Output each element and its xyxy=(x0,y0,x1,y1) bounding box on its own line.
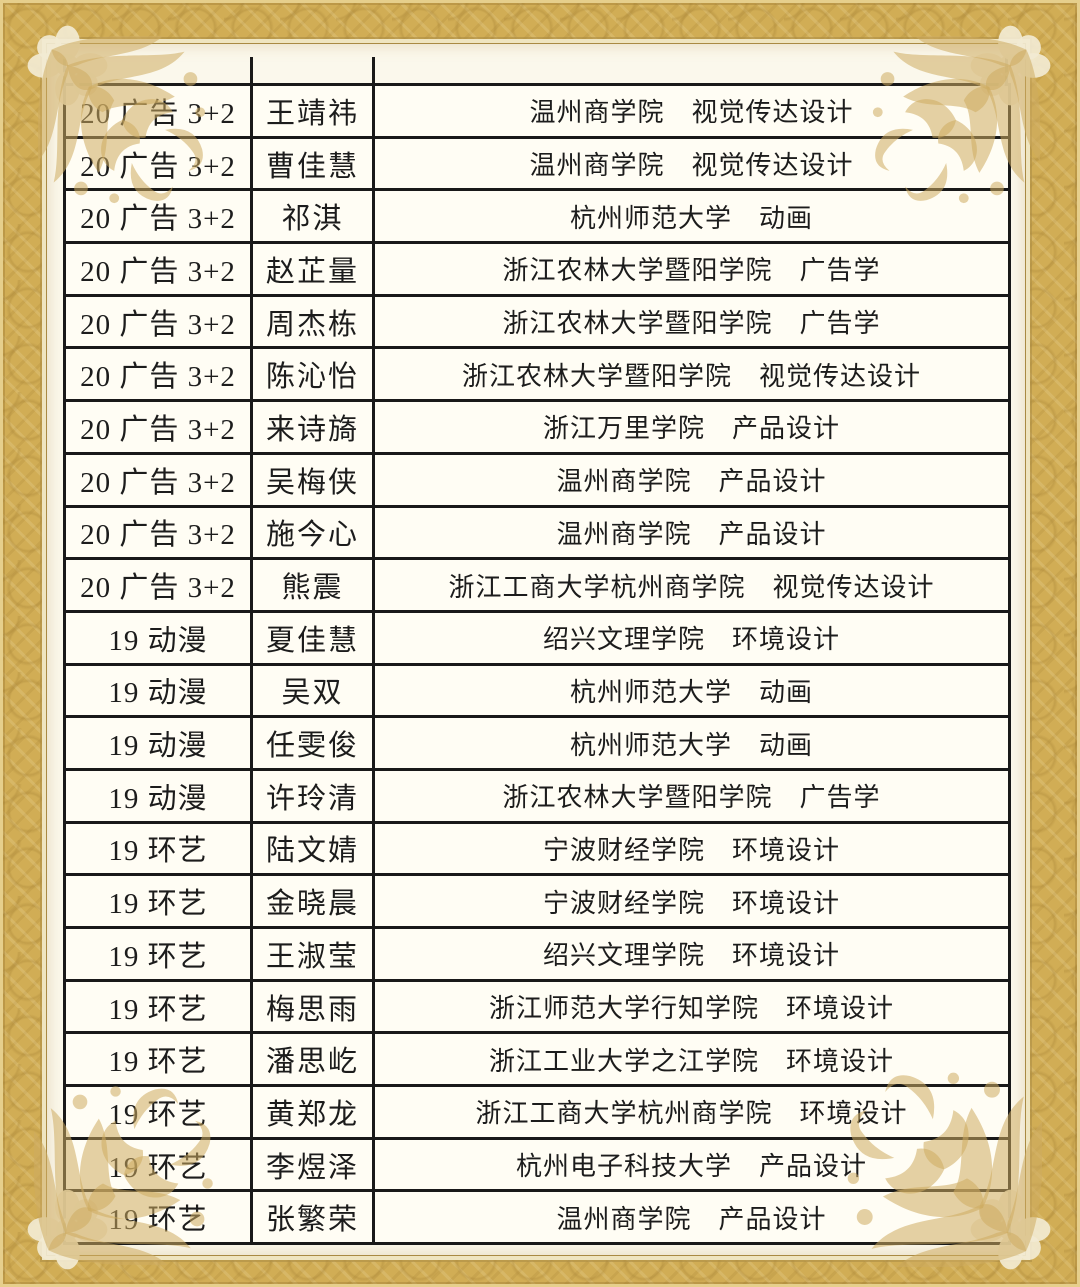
table-row: 20 广告 3+2 王靖祎 温州商学院 视觉传达设计 xyxy=(63,83,1011,139)
college-major-cell: 绍兴文理学院 环境设计 xyxy=(372,609,1011,666)
college-major-cell: 杭州师范大学 动画 xyxy=(372,715,1011,771)
table-row: 19 环艺 王淑莹 绍兴文理学院 环境设计 xyxy=(63,926,1011,982)
table-row: 19 环艺 黄郑龙 浙江工商大学杭州商学院 环境设计 xyxy=(63,1084,1011,1140)
college-major-cell: 杭州电子科技大学 产品设计 xyxy=(372,1136,1011,1193)
class-cell: 19 动漫 xyxy=(63,715,253,771)
college-major-cell: 温州商学院 产品设计 xyxy=(372,504,1011,561)
college-major-cell: 浙江师范大学行知学院 环境设计 xyxy=(372,978,1011,1035)
class-cell: 20 广告 3+2 xyxy=(63,188,253,245)
student-name-cell: 陆文婧 xyxy=(250,820,375,877)
class-cell: 19 环艺 xyxy=(63,820,253,877)
table-row: 20 广告 3+2 吴梅侠 温州商学院 产品设计 xyxy=(63,451,1011,508)
class-cell: 19 环艺 xyxy=(63,926,253,982)
college-major-cell: 浙江工商大学杭州商学院 环境设计 xyxy=(372,1084,1011,1140)
table-clipped-border-stub xyxy=(250,57,253,83)
table-row: 19 动漫 任雯俊 杭州师范大学 动画 xyxy=(63,715,1011,771)
table-clipped-border-stub xyxy=(1005,57,1008,83)
table-row: 19 环艺 陆文婧 宁波财经学院 环境设计 xyxy=(63,820,1011,877)
college-major-cell: 浙江农林大学暨阳学院 广告学 xyxy=(372,241,1011,297)
college-major-cell: 温州商学院 视觉传达设计 xyxy=(372,83,1011,139)
student-name-cell: 曹佳慧 xyxy=(250,135,375,192)
table-row: 20 广告 3+2 赵芷量 浙江农林大学暨阳学院 广告学 xyxy=(63,241,1011,297)
college-major-cell: 浙江农林大学暨阳学院 视觉传达设计 xyxy=(372,346,1011,403)
class-cell: 20 广告 3+2 xyxy=(63,504,253,561)
class-cell: 20 广告 3+2 xyxy=(63,83,253,139)
college-major-cell: 温州商学院 产品设计 xyxy=(372,451,1011,508)
student-name-cell: 夏佳慧 xyxy=(250,609,375,666)
student-name-cell: 来诗旖 xyxy=(250,399,375,455)
student-name-cell: 梅思雨 xyxy=(250,978,375,1035)
college-major-cell: 杭州师范大学 动画 xyxy=(372,188,1011,245)
table-row: 20 广告 3+2 陈沁怡 浙江农林大学暨阳学院 视觉传达设计 xyxy=(63,346,1011,403)
table-row: 20 广告 3+2 祁淇 杭州师范大学 动画 xyxy=(63,188,1011,245)
admissions-table: 20 广告 3+2 王靖祎 温州商学院 视觉传达设计 20 广告 3+2 曹佳慧… xyxy=(63,83,1011,1246)
student-name-cell: 张繁荣 xyxy=(250,1189,375,1246)
table-row: 19 环艺 李煜泽 杭州电子科技大学 产品设计 xyxy=(63,1136,1011,1193)
college-major-cell: 浙江万里学院 产品设计 xyxy=(372,399,1011,455)
college-major-cell: 宁波财经学院 环境设计 xyxy=(372,873,1011,929)
table-row: 19 动漫 夏佳慧 绍兴文理学院 环境设计 xyxy=(63,609,1011,666)
college-major-cell: 浙江农林大学暨阳学院 广告学 xyxy=(372,293,1011,350)
student-name-cell: 金晓晨 xyxy=(250,873,375,929)
student-name-cell: 许玲清 xyxy=(250,767,375,824)
table-row: 20 广告 3+2 熊震 浙江工商大学杭州商学院 视觉传达设计 xyxy=(63,557,1011,613)
class-cell: 20 广告 3+2 xyxy=(63,346,253,403)
student-name-cell: 黄郑龙 xyxy=(250,1084,375,1140)
class-cell: 19 动漫 xyxy=(63,767,253,824)
table-row: 19 动漫 许玲清 浙江农林大学暨阳学院 广告学 xyxy=(63,767,1011,824)
college-major-cell: 浙江农林大学暨阳学院 广告学 xyxy=(372,767,1011,824)
admissions-table-body: 20 广告 3+2 王靖祎 温州商学院 视觉传达设计 20 广告 3+2 曹佳慧… xyxy=(63,83,1011,1246)
table-row: 19 环艺 梅思雨 浙江师范大学行知学院 环境设计 xyxy=(63,978,1011,1035)
class-cell: 19 动漫 xyxy=(63,662,253,719)
table-row: 20 广告 3+2 来诗旖 浙江万里学院 产品设计 xyxy=(63,399,1011,455)
table-clipped-border-stub xyxy=(63,57,66,83)
college-major-cell: 温州商学院 产品设计 xyxy=(372,1189,1011,1246)
student-name-cell: 陈沁怡 xyxy=(250,346,375,403)
college-major-cell: 绍兴文理学院 环境设计 xyxy=(372,926,1011,982)
student-name-cell: 周杰栋 xyxy=(250,293,375,350)
class-cell: 20 广告 3+2 xyxy=(63,293,253,350)
table-row: 20 广告 3+2 施今心 温州商学院 产品设计 xyxy=(63,504,1011,561)
table-row: 20 广告 3+2 周杰栋 浙江农林大学暨阳学院 广告学 xyxy=(63,293,1011,350)
class-cell: 19 环艺 xyxy=(63,873,253,929)
class-cell: 20 广告 3+2 xyxy=(63,241,253,297)
student-name-cell: 任雯俊 xyxy=(250,715,375,771)
class-cell: 19 动漫 xyxy=(63,609,253,666)
student-name-cell: 赵芷量 xyxy=(250,241,375,297)
student-name-cell: 王淑莹 xyxy=(250,926,375,982)
student-name-cell: 李煜泽 xyxy=(250,1136,375,1193)
table-row: 19 环艺 潘思屹 浙江工业大学之江学院 环境设计 xyxy=(63,1031,1011,1088)
class-cell: 19 环艺 xyxy=(63,978,253,1035)
student-name-cell: 熊震 xyxy=(250,557,375,613)
student-name-cell: 施今心 xyxy=(250,504,375,561)
class-cell: 20 广告 3+2 xyxy=(63,557,253,613)
class-cell: 19 环艺 xyxy=(63,1189,253,1246)
table-row: 19 动漫 吴双 杭州师范大学 动画 xyxy=(63,662,1011,719)
student-name-cell: 吴双 xyxy=(250,662,375,719)
class-cell: 19 环艺 xyxy=(63,1031,253,1088)
class-cell: 20 广告 3+2 xyxy=(63,399,253,455)
class-cell: 19 环艺 xyxy=(63,1084,253,1140)
student-name-cell: 王靖祎 xyxy=(250,83,375,139)
college-major-cell: 杭州师范大学 动画 xyxy=(372,662,1011,719)
table-row: 19 环艺 金晓晨 宁波财经学院 环境设计 xyxy=(63,873,1011,929)
class-cell: 20 广告 3+2 xyxy=(63,135,253,192)
table-row: 20 广告 3+2 曹佳慧 温州商学院 视觉传达设计 xyxy=(63,135,1011,192)
college-major-cell: 温州商学院 视觉传达设计 xyxy=(372,135,1011,192)
class-cell: 20 广告 3+2 xyxy=(63,451,253,508)
student-name-cell: 吴梅侠 xyxy=(250,451,375,508)
student-name-cell: 祁淇 xyxy=(250,188,375,245)
table-row: 19 环艺 张繁荣 温州商学院 产品设计 xyxy=(63,1189,1011,1246)
college-major-cell: 浙江工商大学杭州商学院 视觉传达设计 xyxy=(372,557,1011,613)
class-cell: 19 环艺 xyxy=(63,1136,253,1193)
table-clipped-border-stub xyxy=(372,57,375,83)
student-name-cell: 潘思屹 xyxy=(250,1031,375,1088)
college-major-cell: 浙江工业大学之江学院 环境设计 xyxy=(372,1031,1011,1088)
college-major-cell: 宁波财经学院 环境设计 xyxy=(372,820,1011,877)
